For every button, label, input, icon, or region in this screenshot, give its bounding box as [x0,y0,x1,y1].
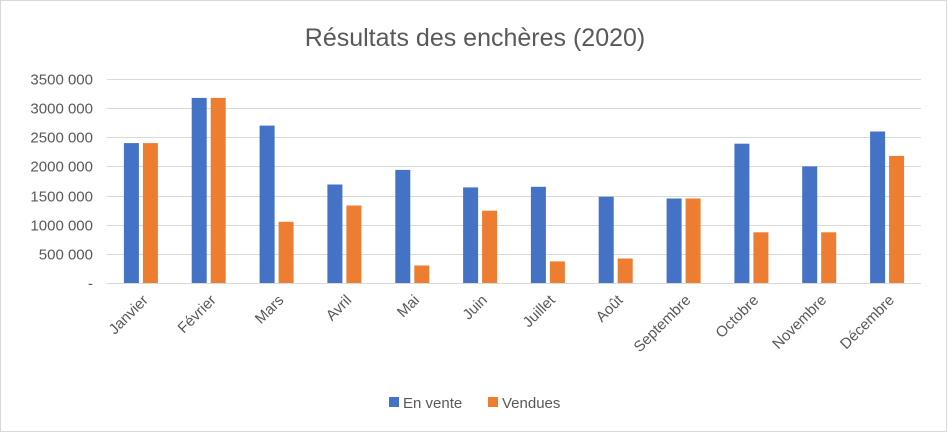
y-tick-label: 2500 000 [30,130,93,147]
legend: En vente Vendues [389,395,560,412]
x-tick-label: Septembre [631,292,695,356]
chart-title: Résultats des enchères (2020) [305,24,645,52]
legend-swatch-en-vente [389,397,399,407]
y-tick-label: 3500 000 [30,72,93,89]
bar-en-vente [191,97,207,284]
bar-vendues [821,232,837,283]
x-tick-label: Août [593,291,627,325]
x-tick-label: Octobre [712,292,762,342]
x-tick-label: Décembre [837,292,898,353]
bar-en-vente [802,166,818,283]
x-tick-label: Janvier [106,292,152,338]
bar-vendues [889,155,905,283]
bar-vendues [210,97,226,284]
x-axis: Janvier Février Mars Avril Mai Juin Juillet Aoû… [106,291,898,355]
bar-en-vente [598,196,614,283]
bar-vendues [414,265,430,283]
bar-en-vente [870,131,886,283]
grid-lines [107,79,921,284]
legend-swatch-vendues [488,397,498,407]
bars [123,97,905,284]
x-tick-label: Février [175,292,220,337]
y-tick-label: 3000 000 [30,101,93,118]
bar-en-vente [259,125,275,283]
x-tick-label: Novembre [769,292,830,353]
bar-vendues [753,232,769,283]
bar-en-vente [123,143,139,283]
bar-vendues [346,205,362,283]
bar-vendues [617,258,633,283]
y-tick-label: 500 000 [39,247,93,264]
y-axis: - 500 000 1000 000 1500 000 2000 000 2500 000… [30,72,93,293]
x-tick-label: Mars [252,292,288,328]
legend-label-en-vente: En vente [403,395,462,412]
bar-en-vente [530,186,546,283]
x-tick-label: Avril [323,292,355,324]
y-tick-label: 1500 000 [30,189,93,206]
bar-vendues [482,210,498,283]
bar-vendues [685,198,701,283]
y-tick-label: 1000 000 [30,218,93,235]
bar-en-vente [327,184,343,283]
bar-vendues [278,221,294,283]
bar-en-vente [666,198,682,283]
legend-label-vendues: Vendues [502,395,560,412]
x-tick-label: Juin [459,292,490,323]
x-tick-label: Mai [394,292,423,321]
x-tick-label: Juillet [520,291,560,331]
y-tick-label: 2000 000 [30,159,93,176]
bar-vendues [142,143,158,283]
y-tick-label: - [88,276,93,293]
bar-en-vente [734,143,750,283]
bar-en-vente [395,169,411,283]
bar-vendues [549,261,565,283]
bar-en-vente [463,187,479,283]
